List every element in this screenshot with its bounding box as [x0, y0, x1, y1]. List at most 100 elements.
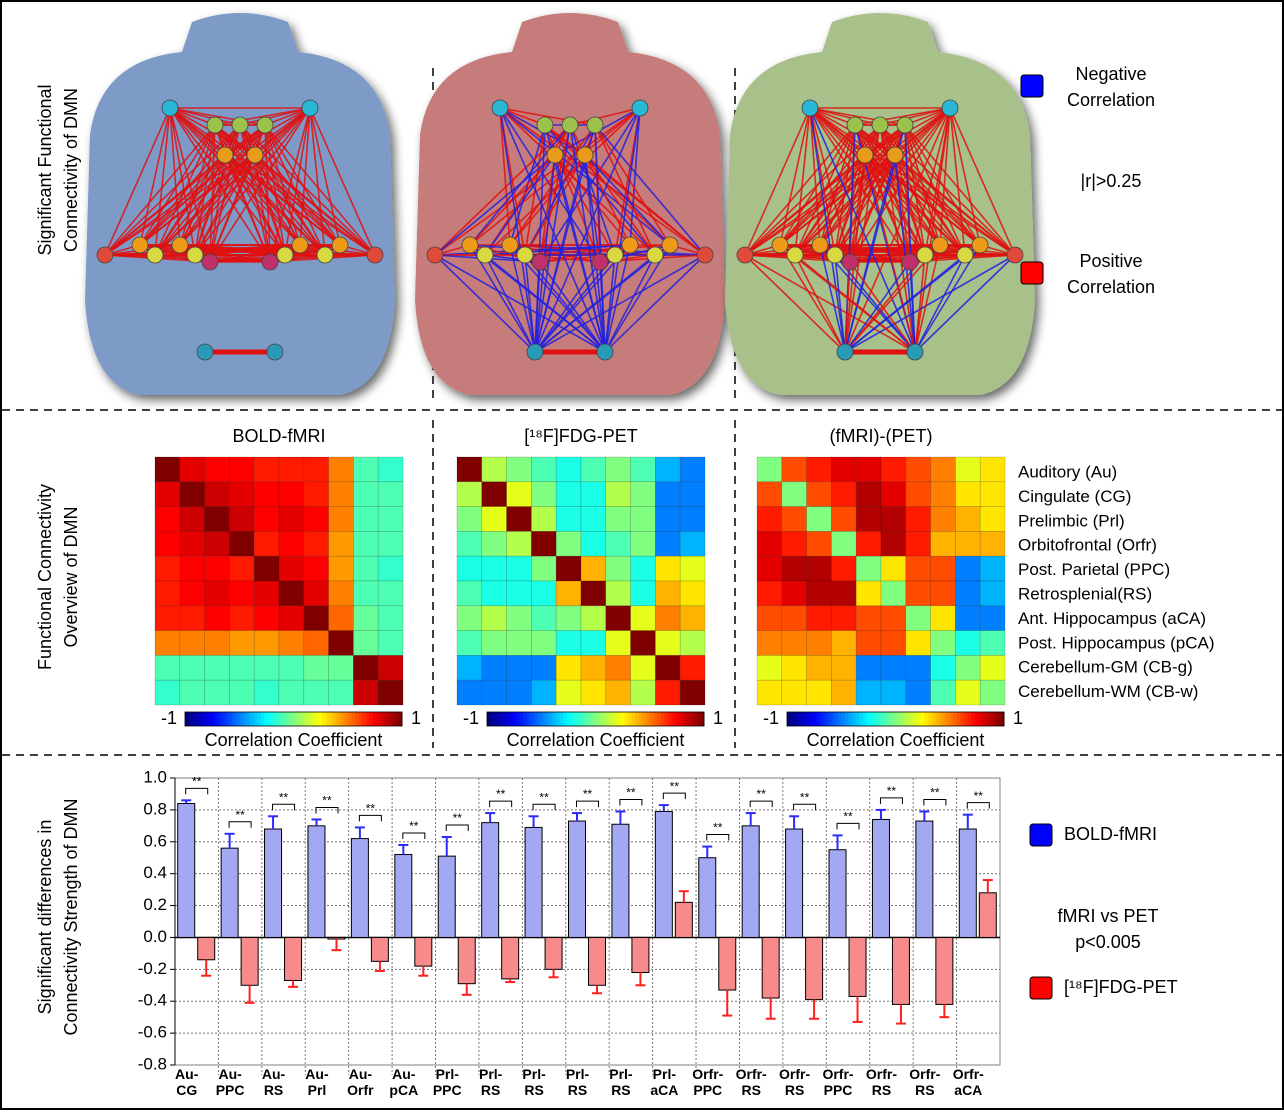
node	[801, 99, 819, 117]
heatmap-cell	[905, 679, 931, 706]
node	[846, 116, 864, 134]
bar	[828, 849, 847, 938]
node	[491, 99, 509, 117]
bar	[631, 936, 650, 974]
heatmap-cell	[605, 481, 631, 507]
x-tick-label-line: Orfr-	[866, 1066, 897, 1082]
node	[1006, 246, 1024, 264]
connection	[864, 154, 941, 246]
connection	[794, 154, 896, 256]
heatmap-cell	[781, 605, 807, 631]
colorbar-step	[844, 712, 849, 726]
colorbar-step	[559, 712, 564, 726]
heatmap-cell	[580, 531, 607, 557]
significance-label: **	[974, 789, 984, 803]
x-tick-label-line: Au-	[392, 1066, 416, 1082]
heatmap-cell	[154, 555, 181, 582]
node	[206, 116, 224, 134]
heatmap-cell	[353, 481, 379, 507]
heatmap-cell	[955, 605, 981, 631]
colorbar-step	[975, 712, 980, 726]
bar	[370, 936, 389, 962]
colorbar-step	[949, 712, 954, 726]
region-label: Ant. Hippocampus (aCA)	[1018, 609, 1206, 628]
heatmap-cell	[679, 506, 706, 532]
significance-bracket	[315, 806, 339, 814]
chart-note: fMRI vs PET p<0.005	[1057, 906, 1158, 952]
heatmap-cell	[979, 456, 1006, 483]
heatmap-cell	[303, 679, 329, 706]
heatmap-cell	[481, 531, 507, 557]
connection	[224, 154, 301, 246]
heatmap-cell	[179, 531, 205, 557]
connection	[834, 154, 896, 256]
heatmap-cell	[328, 506, 354, 532]
bar	[327, 936, 346, 940]
heatmap-cell	[506, 506, 532, 532]
colorbar-step	[358, 712, 363, 726]
heatmap-cell	[905, 655, 931, 681]
heatmap-cell	[630, 679, 656, 706]
significance-bracket	[749, 800, 773, 808]
x-tick-label-line: RS	[915, 1082, 934, 1098]
colorbar-label: Correlation Coefficient	[205, 730, 383, 750]
connection	[744, 107, 951, 256]
legend-label: Negative Correlation	[1067, 64, 1155, 110]
node	[826, 246, 844, 264]
node	[186, 246, 204, 264]
connection	[914, 254, 966, 353]
colorbar-step	[523, 712, 528, 726]
node	[196, 343, 214, 361]
connection	[434, 124, 571, 256]
colorbar-step	[347, 712, 352, 726]
colorbar-step	[577, 712, 582, 726]
node	[596, 343, 614, 361]
x-tick-label-line: Orfr-	[692, 1066, 723, 1082]
colorbar-step	[646, 712, 651, 726]
node	[956, 246, 974, 264]
colorbar-step	[935, 712, 940, 726]
heatmap-cell	[377, 481, 404, 507]
heatmap-cell	[179, 456, 205, 483]
heatmap-cell	[806, 679, 832, 706]
connection	[914, 254, 1016, 353]
connection	[604, 254, 706, 353]
heatmap-cell	[506, 679, 532, 706]
heatmap-cell	[955, 506, 981, 532]
legend-label-line: Correlation	[1067, 90, 1155, 110]
heatmap-cell	[481, 630, 507, 656]
connection	[209, 154, 226, 263]
heatmap-cell	[456, 531, 483, 557]
colorbar-step	[808, 712, 813, 726]
x-tick-label-line: aCA	[650, 1082, 678, 1098]
connection	[194, 124, 266, 256]
colorbar-step	[993, 712, 998, 726]
heatmap-cell	[353, 555, 379, 582]
y-tick-label: -0.2	[138, 959, 167, 978]
colorbar-step	[264, 712, 269, 726]
heatmap-cell	[905, 456, 931, 483]
node	[886, 146, 904, 164]
heatmap-cell	[905, 481, 931, 507]
connection	[744, 107, 811, 256]
colorbar-step	[888, 712, 893, 726]
heatmap-cell	[353, 531, 379, 557]
colorbar-step	[620, 712, 625, 726]
colorbar-step	[362, 712, 367, 726]
heatmap-cell	[679, 580, 706, 607]
heatmap-cell	[679, 456, 706, 483]
x-tick-label: Prl-RS	[609, 1066, 633, 1098]
connection	[104, 124, 216, 256]
node	[291, 236, 309, 254]
connection	[484, 254, 606, 353]
colorbar-step	[588, 712, 593, 726]
significance-bracket	[966, 802, 990, 809]
bar	[654, 810, 673, 938]
heatmap-cell	[979, 605, 1006, 631]
node	[531, 253, 549, 271]
heatmap-cell	[204, 506, 230, 532]
connection	[834, 154, 866, 256]
colorbar-step	[649, 712, 654, 726]
heatmap-cell	[481, 555, 507, 582]
brain-outline	[725, 13, 1035, 395]
